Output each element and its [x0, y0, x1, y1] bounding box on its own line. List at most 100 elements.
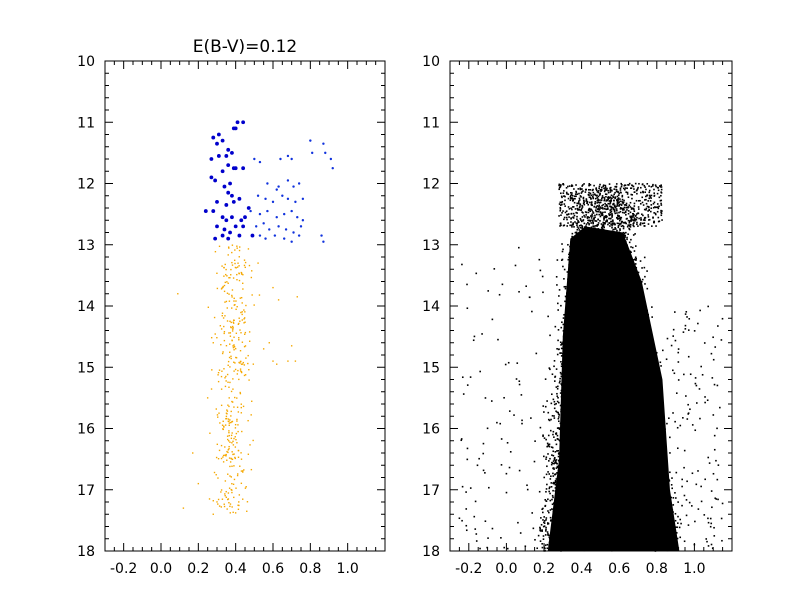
data-point — [209, 157, 214, 161]
data-point — [277, 225, 280, 228]
data-point — [228, 293, 230, 295]
data-point — [229, 277, 231, 279]
data-point — [544, 498, 547, 501]
data-point — [602, 228, 605, 231]
data-point — [243, 374, 246, 377]
data-point — [551, 461, 553, 464]
data-point — [546, 442, 549, 445]
data-point — [602, 211, 604, 214]
data-point — [221, 498, 224, 500]
data-point — [283, 212, 286, 216]
data-point — [588, 216, 591, 219]
data-point — [609, 209, 611, 211]
data-point — [240, 371, 243, 374]
data-point — [266, 182, 269, 185]
data-point — [226, 459, 228, 461]
data-point — [580, 219, 582, 221]
data-point — [601, 196, 604, 199]
x-tick-label: 0.8 — [299, 561, 321, 577]
data-point — [224, 493, 226, 495]
data-point — [616, 203, 619, 206]
data-point — [287, 360, 289, 362]
data-point — [568, 208, 571, 210]
data-point — [546, 445, 548, 448]
data-point — [228, 397, 230, 399]
data-point — [594, 194, 597, 196]
data-point — [238, 256, 240, 258]
data-point — [253, 304, 255, 306]
data-point — [544, 504, 547, 507]
data-point — [212, 500, 214, 502]
data-point — [229, 441, 231, 443]
data-point — [211, 135, 216, 140]
data-point — [229, 475, 231, 477]
data-point — [666, 422, 668, 425]
data-point — [589, 196, 592, 199]
data-point — [552, 398, 555, 401]
data-point — [590, 226, 593, 229]
data-point — [207, 306, 210, 308]
data-point — [548, 443, 551, 446]
data-point — [578, 206, 581, 209]
data-point — [240, 332, 242, 334]
data-point — [224, 315, 226, 317]
data-point — [231, 126, 236, 131]
data-point — [622, 224, 624, 227]
data-point — [240, 311, 242, 314]
data-point — [224, 377, 226, 379]
data-point — [632, 234, 635, 236]
data-point — [553, 457, 556, 460]
data-point — [245, 486, 247, 488]
data-point — [634, 256, 637, 259]
data-point — [584, 216, 586, 218]
data-point — [229, 332, 232, 334]
data-point — [612, 207, 614, 209]
data-point — [231, 489, 233, 491]
data-point — [592, 191, 595, 194]
data-point — [220, 457, 223, 460]
data-point — [244, 345, 247, 347]
data-point — [555, 432, 557, 435]
data-point — [621, 201, 624, 204]
data-point — [549, 509, 552, 511]
data-point — [622, 227, 625, 230]
data-point — [236, 406, 239, 408]
data-point — [242, 288, 244, 290]
data-point — [619, 218, 622, 220]
data-point — [226, 275, 228, 277]
data-point — [607, 202, 610, 205]
data-point — [217, 416, 219, 418]
data-point — [232, 277, 235, 279]
data-point — [227, 254, 229, 256]
data-point — [239, 370, 242, 372]
data-point — [631, 246, 634, 249]
data-point — [553, 403, 556, 406]
data-point — [228, 431, 230, 434]
data-point — [611, 216, 613, 218]
data-point — [614, 191, 616, 194]
data-point — [226, 236, 231, 241]
data-point — [231, 401, 234, 403]
data-point — [244, 333, 246, 335]
data-point — [216, 414, 219, 416]
data-point — [543, 522, 546, 524]
data-point — [629, 226, 632, 228]
data-point — [227, 492, 230, 494]
data-point — [253, 157, 256, 161]
data-point — [564, 295, 567, 298]
data-point — [613, 204, 616, 207]
data-point — [227, 449, 229, 451]
data-point — [590, 201, 593, 203]
data-point — [554, 457, 556, 459]
data-point — [579, 187, 581, 190]
data-point — [228, 247, 230, 249]
data-point — [576, 228, 579, 231]
data-point — [322, 142, 325, 145]
data-point — [226, 147, 231, 152]
data-point — [594, 197, 597, 200]
data-point — [227, 282, 229, 284]
data-point — [215, 456, 218, 459]
data-point — [590, 215, 592, 218]
data-point — [554, 482, 557, 484]
